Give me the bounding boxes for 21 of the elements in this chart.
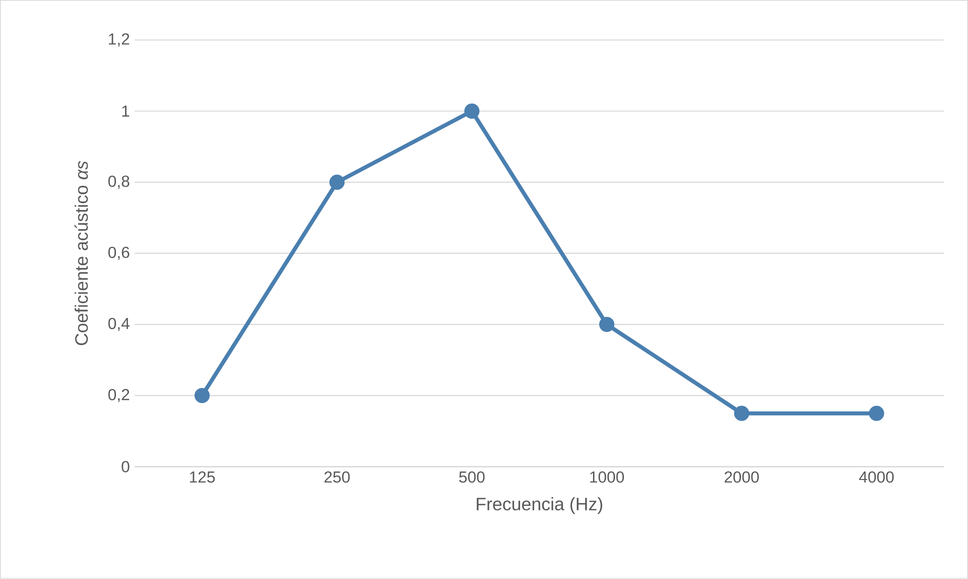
x-tick-label: 500 bbox=[459, 472, 485, 483]
y-tick-label: 0,6 bbox=[108, 246, 130, 260]
x-tick-label: 125 bbox=[190, 472, 215, 483]
y-tick-label: 0,8 bbox=[108, 176, 130, 189]
point bbox=[734, 406, 750, 422]
y-tick-label: 0,2 bbox=[108, 389, 130, 402]
y-tick-label: 0 bbox=[122, 461, 130, 472]
point bbox=[868, 406, 884, 422]
x-tick-label: 4000 bbox=[859, 472, 894, 483]
point bbox=[194, 388, 210, 404]
x-tick-label: 2000 bbox=[724, 472, 759, 483]
x-tick-label: 250 bbox=[324, 472, 350, 483]
y-tick-label: 0,4 bbox=[108, 318, 130, 332]
y-tick-label: 1 bbox=[122, 106, 130, 117]
point bbox=[329, 174, 345, 190]
y-tick-label: 1,2 bbox=[108, 34, 130, 47]
point bbox=[464, 104, 480, 119]
y-axis-title: Coeficiente acústico αs bbox=[74, 161, 88, 346]
x-tick-label: 1000 bbox=[590, 472, 624, 483]
x-axis-title: Frecuencia (Hz) bbox=[476, 497, 602, 514]
point bbox=[599, 317, 614, 332]
